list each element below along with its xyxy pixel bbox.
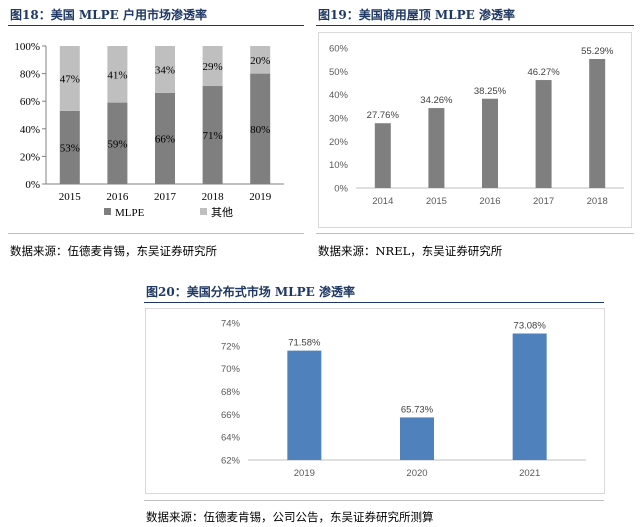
y-tick-label: 70% <box>221 364 241 375</box>
data-label: 71.58% <box>288 338 321 349</box>
data-label: 71% <box>203 130 223 142</box>
y-tick-label: 60% <box>20 96 40 108</box>
data-label: 27.76% <box>367 110 400 121</box>
x-tick-label: 2017 <box>154 191 177 203</box>
x-tick-label: 2018 <box>202 191 225 203</box>
data-label: 73.08% <box>514 321 547 332</box>
legend-swatch <box>104 208 111 215</box>
y-tick-label: 62% <box>221 456 241 467</box>
x-tick-label: 2019 <box>249 191 272 203</box>
bar <box>287 350 322 460</box>
legend-label: 其他 <box>211 206 233 219</box>
x-tick-label: 2020 <box>406 468 427 479</box>
bar-MLPE <box>202 86 223 184</box>
bar <box>512 333 547 460</box>
fig20-title: 图20：美国分布式市场 MLPE 渗透率 <box>146 285 355 299</box>
fig18-bottom-rule <box>8 233 304 234</box>
data-label: 53% <box>60 142 80 154</box>
bar <box>589 58 606 189</box>
data-label: 29% <box>203 61 223 73</box>
y-tick-label: 20% <box>20 151 40 163</box>
y-tick-label: 100% <box>14 41 40 53</box>
fig20-bottom-rule <box>144 500 604 501</box>
data-label: 65.73% <box>401 404 434 415</box>
data-label: 47% <box>60 73 80 85</box>
bar-MLPE <box>107 102 128 184</box>
bar-MLPE <box>59 110 80 184</box>
bar <box>428 108 445 188</box>
data-label: 59% <box>107 138 127 150</box>
x-tick-label: 2014 <box>372 196 393 207</box>
bar <box>482 98 498 188</box>
bar-MLPE <box>155 92 175 184</box>
y-tick-label: 0% <box>334 184 348 195</box>
bar-其他 <box>107 46 128 103</box>
fig18-title-rule <box>8 25 304 26</box>
fig20-bar-chart: 62% 64% 66% 68% 70% 72% 74% 71.58% 2019 65.73% 202… <box>221 319 586 479</box>
fig19-chart-frame <box>318 32 632 228</box>
y-tick-label: 40% <box>20 124 40 136</box>
data-label: 46.27% <box>527 67 560 78</box>
fig20-title-rule <box>144 302 604 303</box>
fig19-title-rule <box>316 25 634 26</box>
fig20-source: 数据来源：伍德麦肯锡，公司公告，东吴证券研究所测算 <box>146 510 434 524</box>
y-tick-label: 50% <box>329 67 349 78</box>
data-label: 41% <box>107 69 127 81</box>
bar-MLPE <box>250 73 271 184</box>
y-tick-label: 64% <box>221 433 241 444</box>
y-tick-label: 66% <box>221 410 241 421</box>
bar-其他 <box>155 46 175 93</box>
fig19-source: 数据来源：NREL，东吴证券研究所 <box>318 244 503 258</box>
data-label: 34.26% <box>420 95 453 106</box>
fig20-chart-frame <box>145 308 605 494</box>
x-tick-label: 2015 <box>426 196 447 207</box>
x-tick-label: 2018 <box>587 196 608 207</box>
fig19-bar-chart: 0% 10% 20% 30% 40% 50% 60% 27.76% 2014 34.26% 2015… <box>329 44 624 207</box>
y-tick-label: 60% <box>329 44 349 55</box>
fig18-stacked-bar-chart: 0% 20% 40% 60% 80% 100% 53% 47% 2015 59% 41% 2016 66… <box>14 41 284 219</box>
data-label: 80% <box>250 124 270 136</box>
x-tick-label: 2016 <box>106 191 129 203</box>
y-tick-label: 72% <box>221 341 241 352</box>
x-tick-label: 2017 <box>533 196 554 207</box>
y-tick-label: 74% <box>221 319 241 330</box>
fig19-title: 图19：美国商用屋顶 MLPE 渗透率 <box>318 8 515 22</box>
y-tick-label: 0% <box>25 179 40 191</box>
y-tick-label: 30% <box>329 114 349 125</box>
bar <box>400 417 434 460</box>
bar-其他 <box>202 46 223 87</box>
data-label: 34% <box>155 64 175 76</box>
bar-其他 <box>250 46 271 74</box>
data-label: 20% <box>250 55 270 67</box>
fig19-bottom-rule <box>316 233 634 234</box>
data-label: 38.25% <box>474 86 507 97</box>
x-tick-label: 2019 <box>294 468 315 479</box>
x-tick-label: 2015 <box>59 191 82 203</box>
y-tick-label: 68% <box>221 387 241 398</box>
legend-swatch <box>200 208 207 215</box>
y-tick-label: 40% <box>329 90 349 101</box>
x-tick-label: 2016 <box>479 196 500 207</box>
y-tick-label: 20% <box>329 137 349 148</box>
data-label: 55.29% <box>581 46 614 57</box>
y-tick-label: 10% <box>329 160 349 171</box>
bar-其他 <box>59 46 80 111</box>
data-label: 66% <box>155 133 175 145</box>
fig18-source: 数据来源：伍德麦肯锡，东吴证券研究所 <box>10 244 217 258</box>
y-tick-label: 80% <box>20 69 40 81</box>
fig18-title: 图18：美国 MLPE 户用市场渗透率 <box>10 8 207 22</box>
legend-label: MLPE <box>115 207 145 219</box>
bar <box>374 123 391 188</box>
x-tick-label: 2021 <box>519 468 540 479</box>
bar <box>535 80 552 188</box>
